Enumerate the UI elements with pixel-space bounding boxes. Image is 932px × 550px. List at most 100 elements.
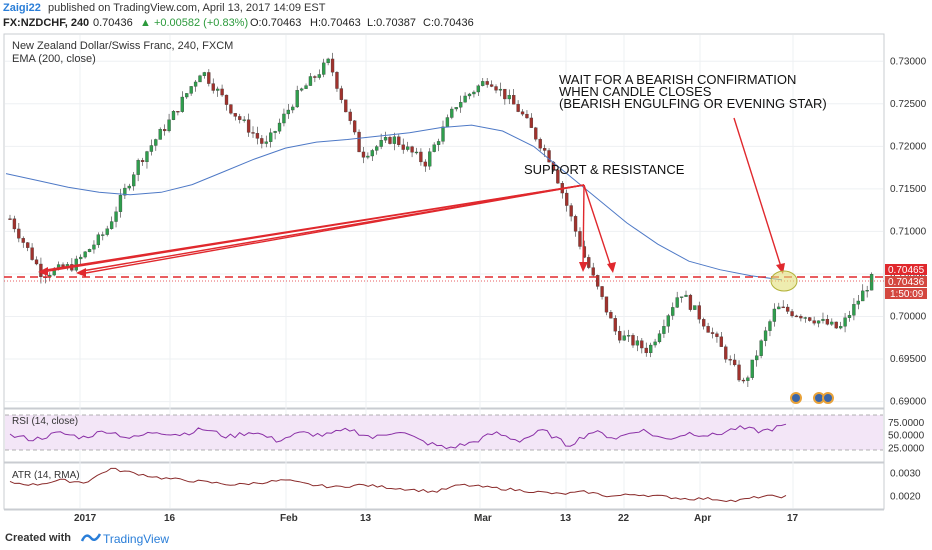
candle-body [856, 300, 860, 305]
candle-body [326, 58, 330, 64]
wait-annotation-line3: (BEARISH ENGULFING OR EVENING STAR) [559, 96, 827, 111]
flag-icon [815, 394, 823, 402]
candle-body [812, 320, 816, 324]
candle-body [498, 88, 503, 91]
candle-body [101, 234, 105, 236]
candle-body [277, 122, 282, 132]
candle-body [105, 228, 109, 235]
support-annotation: SUPPORT & RESISTANCE [524, 162, 685, 177]
candle-body [852, 304, 856, 316]
candle-body [432, 144, 436, 152]
author-name[interactable]: Zaigi22 [3, 2, 41, 14]
arrow-line-7 [733, 117, 783, 271]
rsi-tick-label: 25.0000 [888, 443, 925, 454]
candle-body [799, 315, 803, 319]
candle-body [96, 234, 101, 246]
atr-panel[interactable] [3, 462, 885, 510]
candle-body [746, 377, 750, 381]
candle-body [869, 273, 874, 291]
atr-line [9, 467, 787, 503]
countdown-text: 1:50:09 [890, 289, 924, 300]
candle-body [383, 137, 388, 141]
candle-body [684, 294, 688, 297]
candle-body [162, 129, 167, 132]
candle-body [666, 315, 670, 327]
candle-body [428, 151, 432, 167]
candle-body [330, 58, 335, 73]
price-tick-label: 0.71500 [890, 184, 927, 195]
candle-body [79, 256, 83, 260]
close-value: C:0.70436 [423, 17, 474, 29]
candle-body [644, 347, 648, 354]
candle-body [392, 136, 397, 144]
candle-body [578, 231, 582, 247]
candle-body [834, 321, 838, 329]
flag-icon [824, 394, 832, 402]
candle-body [600, 286, 604, 297]
price-tick-label: 0.72500 [890, 99, 927, 110]
candle-body [763, 330, 768, 341]
candle-body [649, 344, 653, 354]
candle-body [8, 218, 12, 220]
time-tick-label: 16 [164, 513, 176, 524]
candle-body [542, 148, 547, 151]
candle-body [675, 297, 679, 308]
candle-body [357, 131, 361, 153]
candle-body [34, 259, 39, 265]
candle-body [785, 306, 790, 312]
event-icons[interactable] [790, 392, 834, 404]
candle-body [233, 113, 237, 117]
candle-body [534, 127, 538, 140]
candle-body [414, 151, 419, 154]
candle-body [472, 91, 476, 95]
created-with-label: Created with [5, 532, 72, 544]
tradingview-name[interactable]: TradingView [103, 532, 170, 546]
candle-body [286, 109, 291, 115]
arrow-line-3 [45, 184, 585, 271]
candle-body [21, 238, 25, 243]
last-price: 0.70436 [93, 17, 133, 29]
candle-body [847, 315, 852, 318]
candle-body [459, 102, 463, 108]
price-top-badge [885, 264, 927, 275]
candle-body [154, 139, 158, 146]
candle-body [839, 326, 843, 329]
candle-body [485, 81, 489, 85]
candle-body [17, 228, 21, 239]
price-panel[interactable] [3, 33, 885, 409]
symbol-label: FX:NZDCHF, 240 [3, 17, 90, 29]
atr-axis: 0.0030 0.0020 [890, 468, 921, 502]
chart-area[interactable]: WAIT FOR A BEARISH CONFIRMATION WHEN CAN… [0, 30, 932, 526]
candle-body [180, 96, 184, 112]
candle-body [507, 95, 511, 100]
candle-body [538, 139, 542, 149]
candle-body [865, 290, 869, 292]
candle-body [299, 88, 304, 91]
candle-body [361, 151, 366, 158]
arrowhead-3 [579, 262, 588, 272]
candle-body [167, 119, 171, 132]
price-axis[interactable]: 0.730000.725000.720000.715000.710000.705… [890, 56, 927, 407]
candle-body [520, 111, 525, 115]
arrow-line-5 [582, 184, 585, 269]
candle-body [176, 111, 180, 113]
candle-body [193, 81, 198, 87]
rsi-tick-label: 50.0000 [888, 431, 925, 442]
candle-body [109, 221, 114, 229]
price-tick-label: 0.70000 [890, 312, 927, 323]
candle-body [269, 132, 273, 142]
tradingview-logo-icon [80, 533, 102, 542]
candle-body [397, 136, 401, 145]
candle-body [662, 326, 666, 334]
atr-legend: ATR (14, RMA) [12, 470, 80, 481]
price-tick-label: 0.71000 [890, 226, 927, 237]
candle-body [30, 247, 34, 260]
candle-body [688, 294, 693, 310]
candle-body [768, 321, 772, 331]
time-axis[interactable]: 2017 16 Feb 13 Mar 13 22 Apr 17 [74, 513, 799, 524]
candle-body [229, 104, 233, 114]
candle-body [653, 341, 657, 346]
price-tick-label: 0.73000 [890, 56, 927, 67]
time-tick-label: Mar [474, 513, 492, 524]
candle-body [450, 108, 454, 118]
